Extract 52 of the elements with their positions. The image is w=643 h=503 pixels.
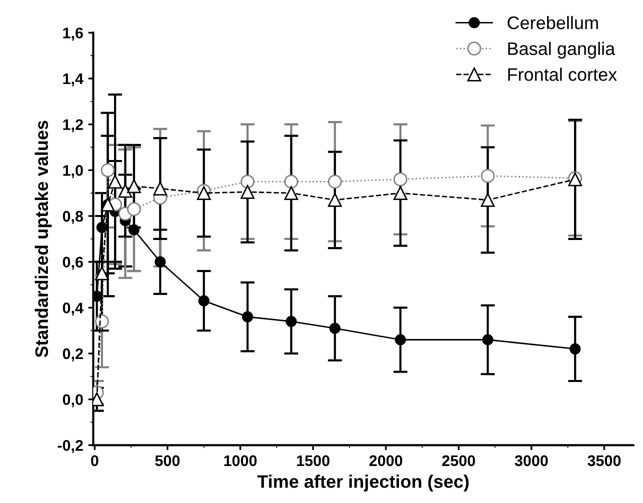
point	[242, 311, 254, 322]
point	[108, 174, 122, 189]
point	[127, 202, 141, 216]
legend-label: Cerebellum	[508, 16, 598, 30]
x-tick-label: 2000	[369, 455, 402, 466]
legend-label: Frontal cortex	[508, 68, 617, 81]
point	[96, 222, 108, 234]
point	[480, 193, 495, 207]
point	[394, 334, 406, 346]
point	[329, 322, 340, 334]
point	[570, 343, 581, 354]
x-tick-label: 1000	[224, 455, 257, 466]
point	[480, 168, 495, 183]
x-tick-label: 1500	[297, 455, 330, 466]
y-tick-label: 1,0	[63, 165, 83, 178]
y-tick-label: 1,6	[63, 28, 83, 41]
point	[128, 224, 140, 236]
legend-label: Basal ganglia	[508, 42, 616, 59]
point	[127, 179, 141, 194]
y-tick-label: 0,8	[62, 210, 84, 224]
point	[95, 266, 109, 280]
point	[328, 174, 342, 189]
x-tick-label: 3000	[514, 455, 548, 466]
point	[286, 316, 297, 327]
point	[284, 174, 298, 189]
y-tick-label: 1,4	[63, 74, 84, 86]
y-tick-label: -0,2	[58, 440, 83, 454]
y-tick-label: 1,2	[63, 119, 83, 132]
point	[198, 295, 210, 306]
x-axis-title: Time after injection (sec)	[257, 474, 469, 492]
x-tick-label: 3500	[588, 455, 621, 466]
point	[240, 174, 254, 189]
x-tick-label: 0	[91, 455, 98, 466]
y-tick-label: 0,4	[62, 302, 84, 316]
point	[284, 186, 298, 200]
y-axis-title: Standardized uptake values	[34, 120, 52, 358]
point	[95, 314, 109, 328]
point	[196, 186, 211, 200]
x-tick-label: 500	[155, 455, 180, 466]
y-tick-label: 0,6	[62, 256, 83, 270]
point	[118, 184, 132, 198]
y-tick-label: 0,0	[62, 394, 83, 408]
point	[153, 182, 168, 196]
y-tick-label: 0,2	[62, 348, 83, 362]
point	[393, 172, 408, 186]
point	[100, 163, 115, 178]
point	[240, 185, 254, 199]
point	[154, 256, 166, 268]
point	[328, 193, 342, 207]
point	[482, 334, 494, 346]
x-tick-label: 2500	[442, 455, 476, 466]
point	[393, 186, 408, 200]
